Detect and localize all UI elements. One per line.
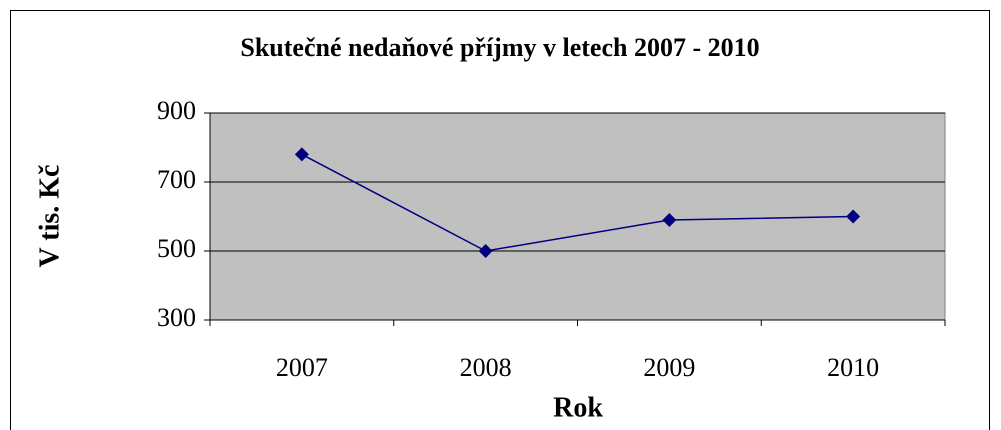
- y-tick-label: 500: [157, 234, 196, 263]
- x-axis-label: Rok: [553, 392, 603, 423]
- data-point: [478, 244, 493, 258]
- y-tick-label: 700: [157, 165, 196, 194]
- y-tick-label: 300: [157, 303, 196, 332]
- x-tick-label: 2007: [276, 353, 328, 382]
- data-point: [662, 212, 677, 227]
- series-line: [301, 153, 854, 252]
- y-axis-label: V tis. Kč: [34, 165, 65, 268]
- x-tick-label: 2009: [643, 353, 695, 382]
- data-point: [294, 147, 309, 162]
- x-tick-label: 2010: [827, 353, 879, 382]
- data-point: [846, 209, 861, 224]
- y-tick-label: 900: [157, 96, 196, 125]
- chart-title: Skutečné nedaňové příjmy v letech 2007 -…: [240, 33, 759, 62]
- x-tick-label: 2008: [460, 353, 512, 382]
